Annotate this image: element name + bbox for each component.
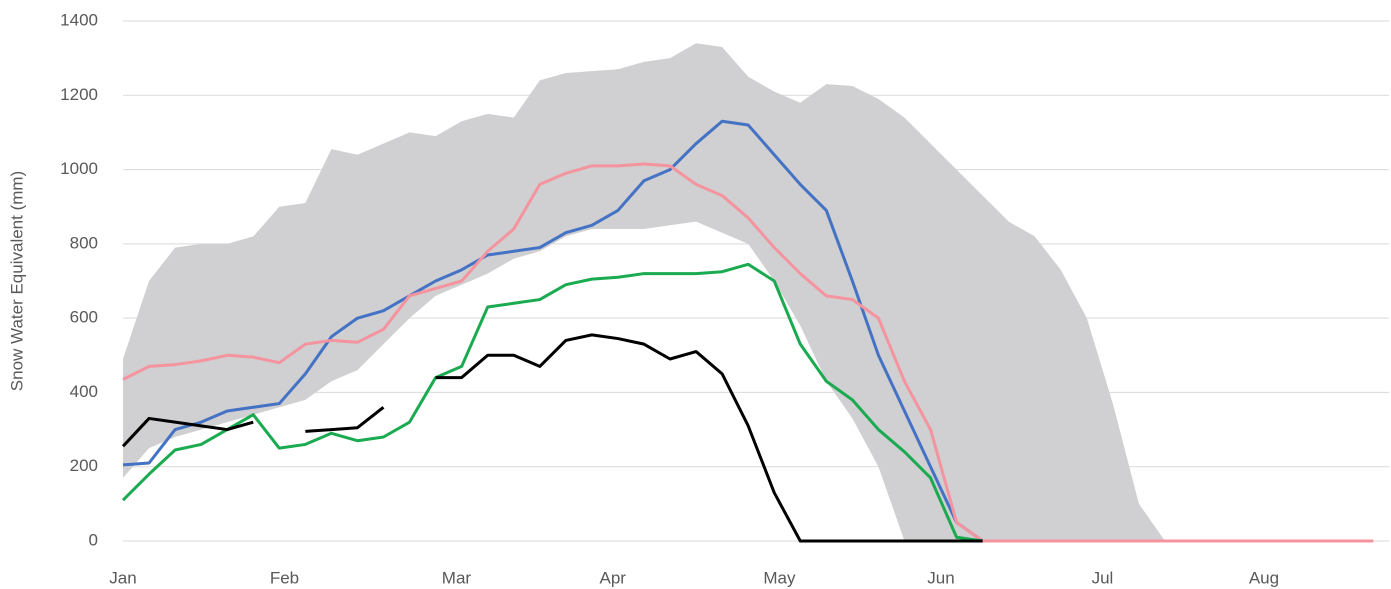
y-axis-title: Snow Water Equivalent (mm) — [7, 171, 26, 391]
x-tick-label: Jan — [109, 568, 136, 587]
range-band — [123, 43, 1374, 542]
y-tick-label: 1400 — [60, 10, 98, 29]
y-tick-label: 1200 — [60, 85, 98, 104]
y-tick-label: 400 — [70, 382, 98, 401]
series-line — [122, 119, 984, 543]
series-line — [121, 333, 983, 543]
y-tick-label: 600 — [70, 308, 98, 327]
x-tick-label: May — [763, 568, 796, 587]
y-tick-label: 800 — [70, 233, 98, 252]
y-tick-label: 0 — [89, 530, 98, 549]
x-tick-label: Jun — [927, 568, 954, 587]
x-tick-label: Mar — [442, 568, 472, 587]
series-line — [122, 162, 1374, 543]
series-line — [121, 262, 983, 543]
y-tick-label: 200 — [70, 456, 98, 475]
x-tick-label: Feb — [270, 568, 299, 587]
x-tick-label: Jul — [1092, 568, 1114, 587]
x-tick-label: Aug — [1249, 568, 1279, 587]
y-tick-label: 1000 — [60, 159, 98, 178]
x-tick-label: Apr — [599, 568, 626, 587]
